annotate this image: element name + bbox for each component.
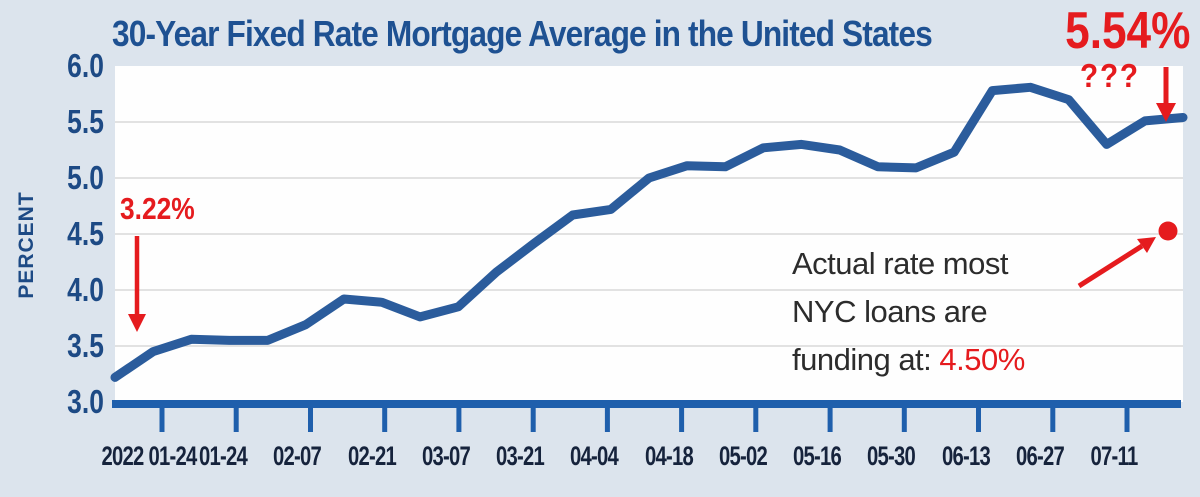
x-axis-tick: [308, 408, 313, 432]
x-axis-tick-label: 02-21: [347, 441, 397, 471]
x-axis-tick-label: 06-27: [1015, 441, 1065, 471]
x-axis-tick: [901, 408, 907, 432]
up-right-arrow-icon: [1077, 237, 1156, 289]
x-axis-tick: [753, 408, 759, 432]
y-axis-tick-label: 5.5: [67, 103, 104, 140]
x-axis-tick: [530, 408, 536, 432]
start-rate-callout: 3.22%: [120, 191, 195, 226]
x-axis-tick-marks: [159, 408, 1130, 432]
x-axis-tick-label: 2022 01-24: [101, 441, 198, 471]
x-axis-tick: [679, 408, 685, 432]
actual-rate-dot: [1158, 221, 1178, 241]
y-axis-tick-label: 3.5: [67, 327, 104, 364]
nyc-rate-note: Actual rate most NYC loans are funding a…: [792, 240, 1025, 384]
y-axis-tick-label: 6.0: [67, 47, 104, 84]
x-axis-tick: [1124, 408, 1130, 432]
x-axis-tick: [233, 408, 239, 432]
x-axis-tick-label: 01-24: [199, 441, 248, 471]
y-axis-tick-label: 4.0: [67, 271, 104, 308]
chart-title: 30-Year Fixed Rate Mortgage Average in t…: [112, 13, 933, 54]
nyc-rate-note-line3: funding at: 4.50%: [792, 342, 1025, 377]
nyc-rate-note-line2: NYC loans are: [792, 294, 988, 329]
rate-line-series: [110, 82, 1188, 382]
y-axis-tick-label: 4.5: [67, 215, 104, 252]
x-axis-tick: [827, 408, 833, 432]
down-arrow-icon: [128, 236, 146, 332]
x-axis-tick-label: 03-21: [496, 441, 545, 471]
x-axis-tick-label: 06-13: [941, 441, 990, 471]
x-axis-tick: [1050, 408, 1056, 432]
question-marks-callout: ???: [1080, 57, 1140, 94]
y-axis-tick-label: 3.0: [67, 383, 104, 420]
y-axis-tick-label: 5.0: [67, 159, 104, 196]
x-axis-tick: [976, 408, 981, 432]
nyc-rate-value: 4.50%: [939, 342, 1025, 377]
x-axis-tick-label: 05-02: [718, 441, 768, 471]
x-axis-tick-label: 02-07: [273, 441, 322, 471]
x-axis-tick-label: 04-18: [644, 441, 694, 471]
x-axis-tick: [456, 408, 462, 432]
x-axis-tick-label: 07-11: [1090, 441, 1139, 471]
x-axis-tick-label: 05-16: [793, 441, 842, 471]
x-axis-tick-label: 04-04: [570, 441, 619, 471]
x-axis-baseline: [112, 400, 1181, 408]
nyc-rate-note-line1: Actual rate most: [792, 246, 1008, 281]
x-axis-tick: [159, 408, 165, 432]
end-rate-callout: 5.54%: [1064, 2, 1190, 60]
x-axis-tick-label: 05-30: [867, 441, 916, 471]
down-arrow-icon: [1156, 67, 1176, 122]
x-axis-tick: [604, 408, 610, 432]
x-axis-tick: [382, 408, 388, 432]
x-axis-tick-label: 03-07: [421, 441, 471, 471]
